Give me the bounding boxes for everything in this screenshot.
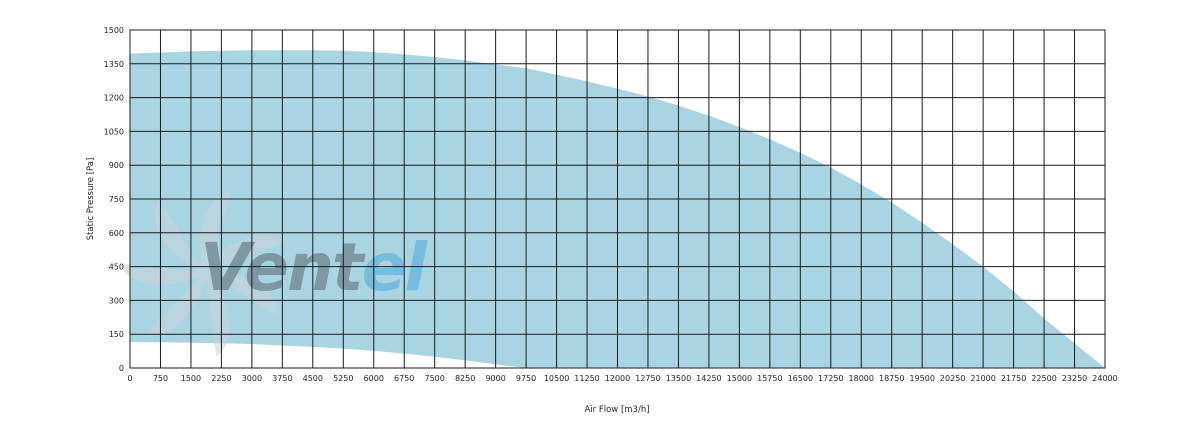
watermark-brand-dark: Vent	[200, 229, 366, 306]
y-tick-label: 450	[109, 263, 124, 272]
y-axis-title: Static Pressure [Pa]	[86, 158, 96, 241]
x-tick-label: 12000	[605, 374, 630, 383]
x-tick-label: 21750	[1001, 374, 1026, 383]
x-tick-label: 6750	[394, 374, 414, 383]
y-tick-label: 1350	[104, 60, 124, 69]
y-tick-label: 900	[109, 161, 124, 170]
y-tick-label: 750	[109, 195, 124, 204]
fan-blade	[205, 272, 230, 357]
fan-blade	[205, 271, 279, 316]
x-tick-label: 1500	[181, 374, 201, 383]
x-tick-label: 18750	[879, 374, 904, 383]
y-tick-label: 0	[119, 364, 124, 373]
fan-blade	[205, 234, 285, 272]
x-tick-label: 13500	[666, 374, 691, 383]
x-tick-label: 0	[127, 374, 132, 383]
svg-text:Ventel: Ventel	[200, 229, 428, 306]
x-tick-label: 15000	[727, 374, 752, 383]
x-axis-ticks: 0 750 1500 2250 3000 3750 4500 5250 6000 6750 7500…	[127, 374, 1117, 383]
x-tick-label: 19500	[909, 374, 934, 383]
x-tick-label: 16500	[788, 374, 813, 383]
y-axis-ticks: 0 150 300 450 600 750 900 1050 1200 1350 1500	[104, 26, 124, 373]
x-tick-label: 7500	[425, 374, 445, 383]
x-tick-label: 20250	[940, 374, 965, 383]
x-tick-label: 18000	[849, 374, 874, 383]
y-tick-label: 1200	[104, 94, 124, 103]
x-tick-label: 9750	[516, 374, 536, 383]
x-axis-title: Air Flow [m3/h]	[584, 405, 649, 415]
x-tick-label: 22500	[1031, 374, 1056, 383]
y-tick-label: 1050	[104, 127, 124, 136]
y-tick-label: 1500	[104, 26, 124, 35]
x-tick-label: 5250	[333, 374, 353, 383]
fan-blade	[154, 200, 205, 272]
fan-blade	[119, 264, 205, 285]
x-tick-label: 15750	[757, 374, 782, 383]
x-tick-label: 21000	[970, 374, 995, 383]
x-tick-label: 4500	[303, 374, 323, 383]
x-tick-label: 24000	[1092, 374, 1117, 383]
y-tick-label: 300	[109, 296, 124, 305]
x-tick-label: 3750	[272, 374, 292, 383]
x-tick-label: 11250	[574, 374, 599, 383]
y-tick-label: 600	[109, 229, 124, 238]
x-tick-label: 2250	[211, 374, 231, 383]
x-tick-label: 23250	[1062, 374, 1087, 383]
x-tick-label: 10500	[544, 374, 569, 383]
plot-frame	[129, 29, 1106, 369]
x-tick-label: 750	[153, 374, 168, 383]
x-tick-label: 14250	[696, 374, 721, 383]
x-tick-label: 12750	[635, 374, 660, 383]
x-tick-label: 17250	[818, 374, 843, 383]
x-tick-label: 6000	[364, 374, 384, 383]
y-tick-label: 150	[109, 330, 124, 339]
x-tick-label: 3000	[242, 374, 262, 383]
grid	[129, 29, 1106, 369]
x-tick-label: 8250	[455, 374, 475, 383]
watermark-brand-light: el	[362, 229, 429, 306]
fan-blade	[200, 190, 232, 272]
x-tick-label: 9000	[485, 374, 505, 383]
